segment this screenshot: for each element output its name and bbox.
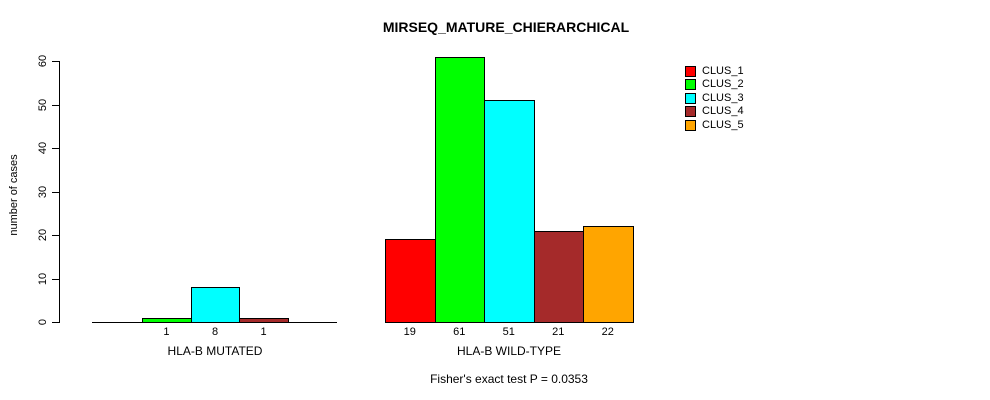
y-tick-label: 10 xyxy=(37,272,49,285)
y-tick-label: 60 xyxy=(37,54,49,68)
y-axis-tick xyxy=(52,61,59,62)
legend-label: CLUS_3 xyxy=(702,91,744,104)
legend-label: CLUS_4 xyxy=(702,105,744,118)
legend-label: CLUS_2 xyxy=(702,78,744,91)
bar-value-label: 8 xyxy=(211,326,219,338)
bar-value-label: 19 xyxy=(403,326,416,338)
y-tick-label: 50 xyxy=(37,98,49,111)
bar-value-label: 21 xyxy=(552,326,565,338)
y-tick-label: 20 xyxy=(37,228,49,242)
legend-swatch-clus_4 xyxy=(685,106,696,118)
annotation-text: Fisher's exact test P = 0.0353 xyxy=(430,372,588,386)
y-axis-tick xyxy=(52,104,59,106)
y-axis-tick xyxy=(52,235,59,236)
legend-label: CLUS_5 xyxy=(702,118,744,131)
legend-swatch-clus_2 xyxy=(685,79,696,91)
bar-clus_3-group0 xyxy=(190,287,241,323)
bar-clus_4-group0 xyxy=(239,317,289,323)
y-axis-label: number of cases xyxy=(8,154,20,236)
legend-label: CLUS_1 xyxy=(702,65,744,77)
chart-title: MIRSEQ_MATURE_CHIERARCHICAL xyxy=(382,19,630,35)
y-axis-tick xyxy=(52,148,59,149)
y-axis-line xyxy=(59,61,60,323)
bar-clus_2-group0 xyxy=(142,317,192,323)
bar-value-label: 1 xyxy=(163,326,170,338)
group-label: HLA-B MUTATED xyxy=(167,344,263,358)
legend-swatch-clus_5 xyxy=(685,119,696,131)
bar-value-label: 61 xyxy=(453,326,466,338)
legend-swatch-clus_3 xyxy=(685,92,696,104)
bar-value-label: 22 xyxy=(601,326,614,338)
y-tick-label: 30 xyxy=(37,185,49,198)
bar-clus_4-group1 xyxy=(533,230,584,323)
legend-swatch-clus_1 xyxy=(685,66,696,77)
bar-clus_3-group1 xyxy=(484,100,535,323)
bar-clus_5-group1 xyxy=(583,226,634,323)
y-axis-tick xyxy=(52,191,59,193)
y-tick-label: 0 xyxy=(37,318,49,326)
y-axis-tick xyxy=(52,322,59,323)
bar-value-label: 51 xyxy=(502,326,515,338)
y-axis-tick xyxy=(52,278,59,280)
group-label: HLA-B WILD-TYPE xyxy=(456,344,562,358)
bar-clus_2-group1 xyxy=(434,56,485,323)
bar-value-label: 1 xyxy=(260,326,267,338)
bar-clus_1-group1 xyxy=(385,239,436,323)
y-tick-label: 40 xyxy=(37,141,49,155)
